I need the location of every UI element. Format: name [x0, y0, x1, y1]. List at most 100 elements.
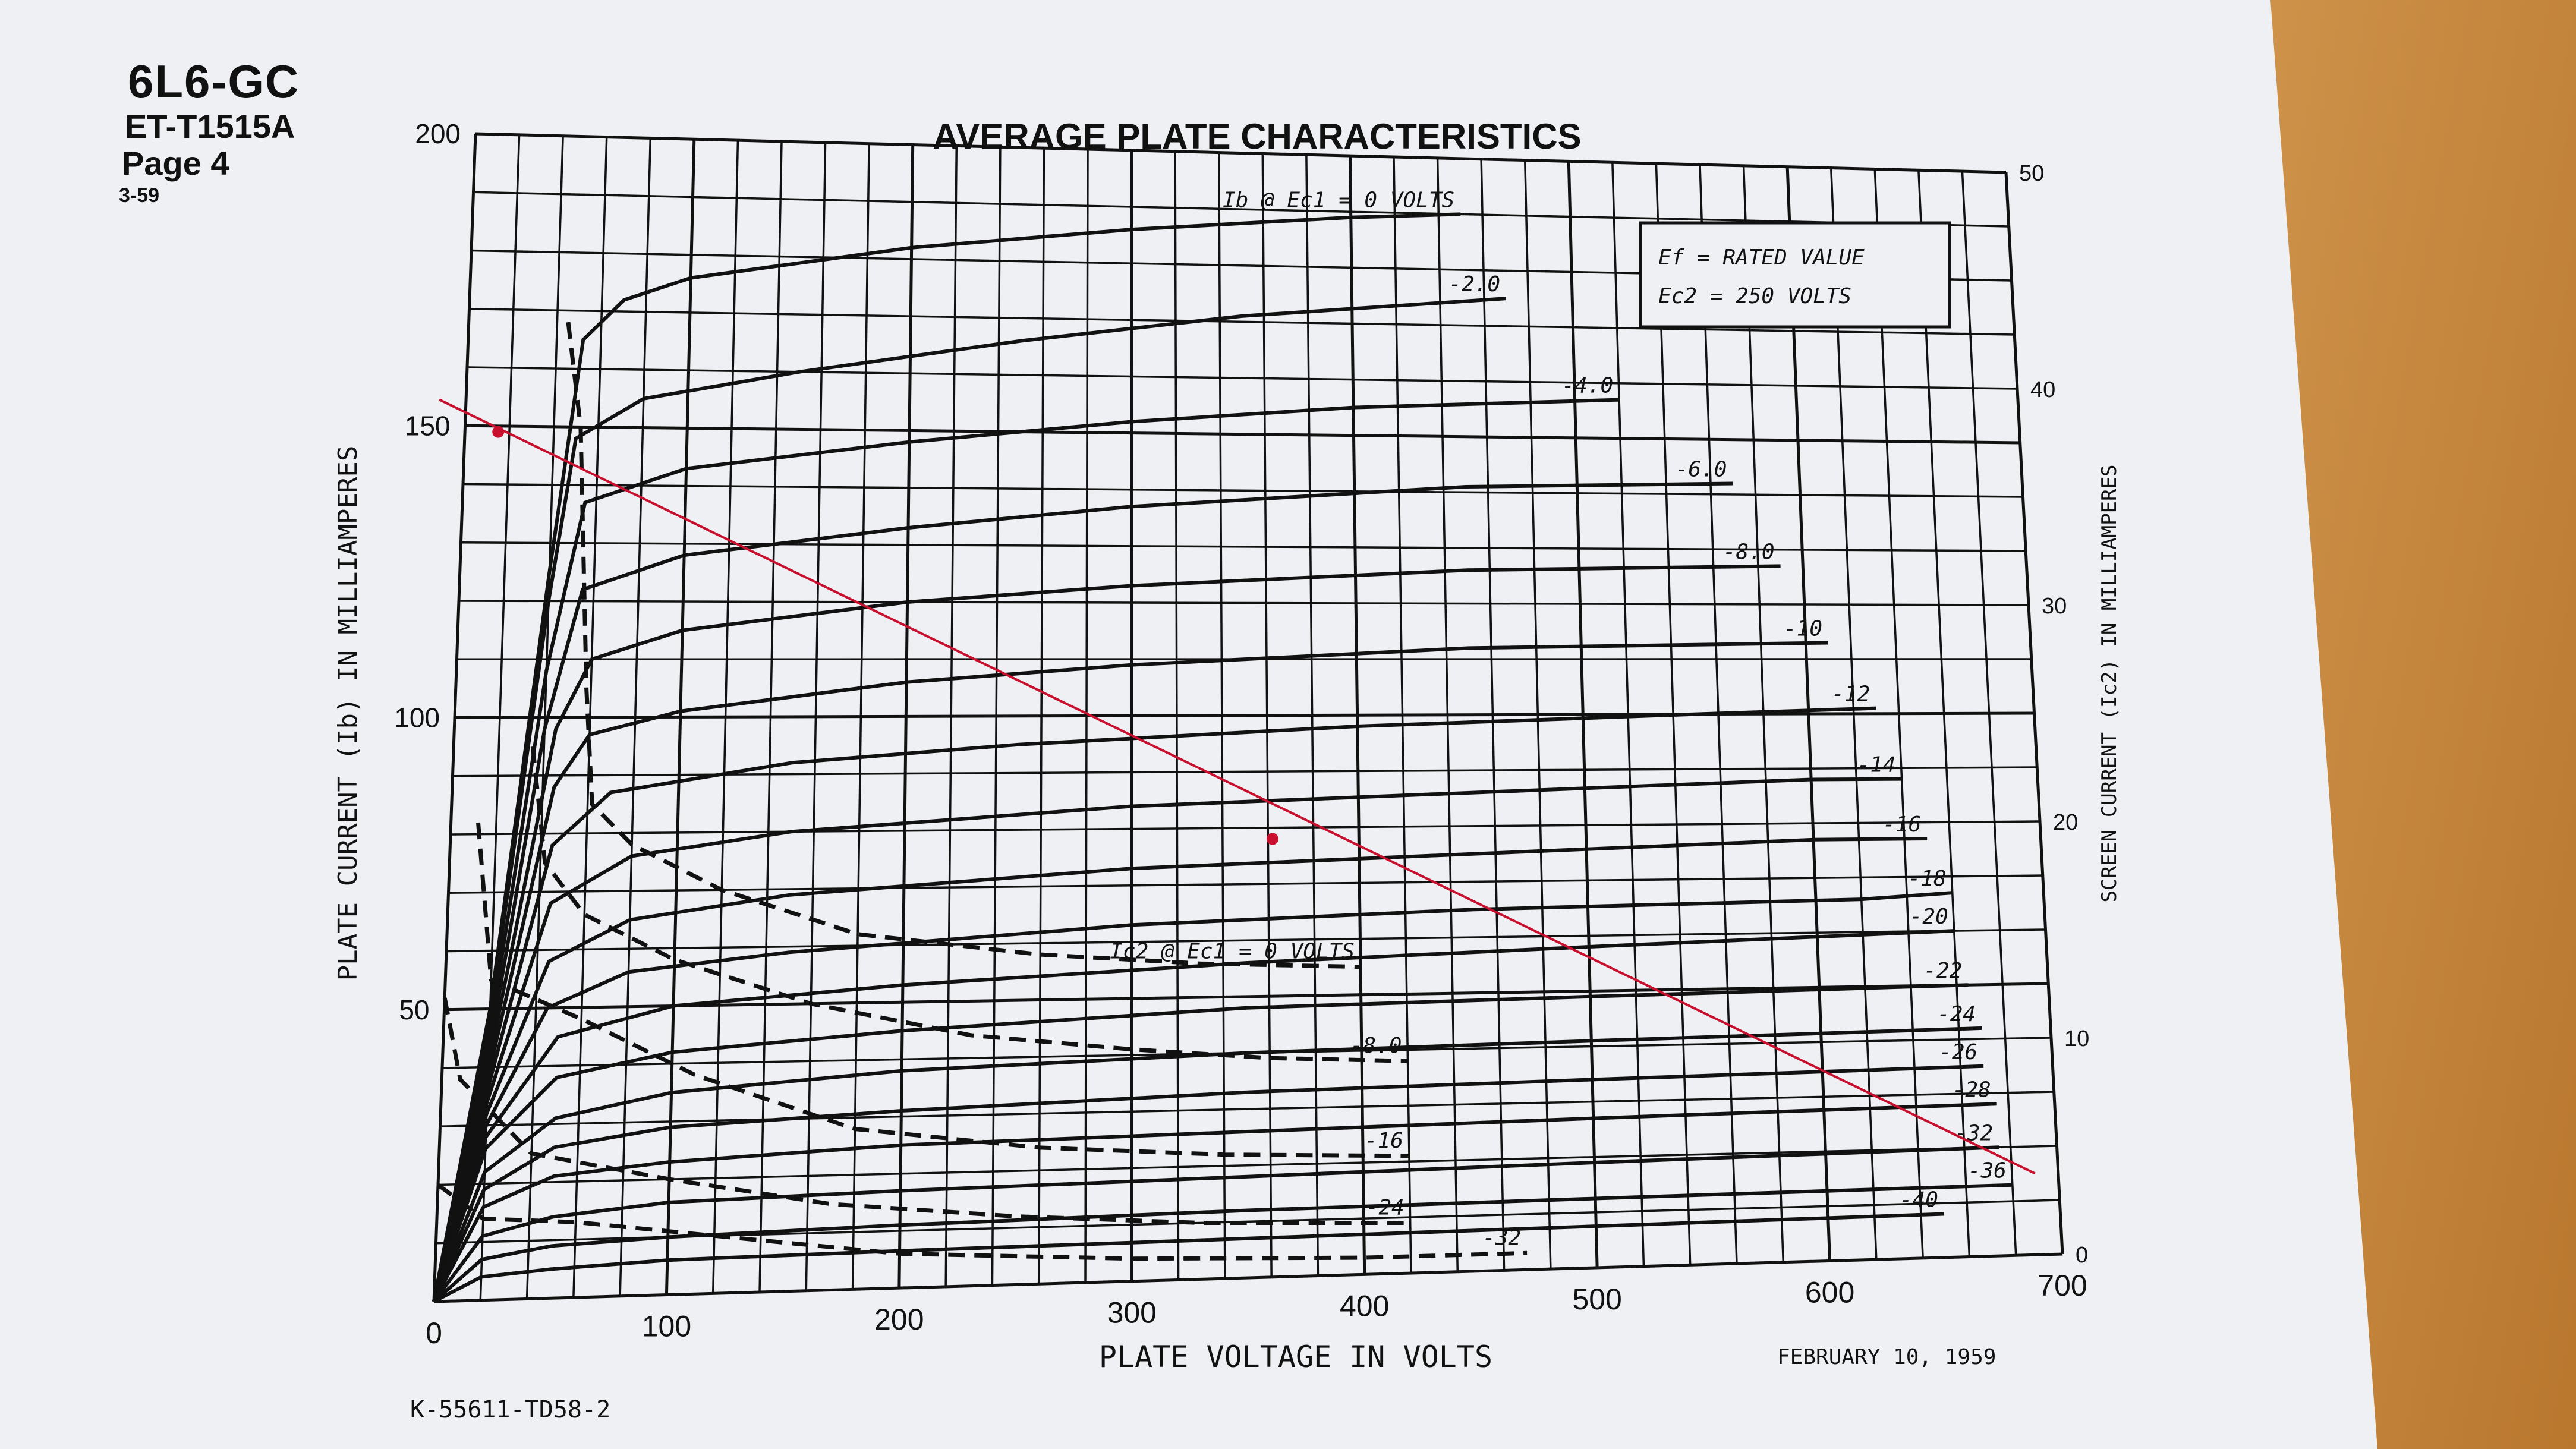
screen-curve	[436, 1183, 1528, 1261]
condition-ec2: Ec2 = 250 VOLTS	[1658, 284, 1851, 308]
load-line	[439, 398, 2036, 1175]
publication-date: FEBRUARY 10, 1959	[1777, 1345, 1996, 1369]
plate-curve	[432, 706, 1876, 1302]
revision-date: 3-59	[119, 184, 160, 207]
conditions-box	[1639, 221, 1951, 329]
curve-label: -36	[1968, 1159, 2007, 1183]
curve-label: -10	[1784, 616, 1822, 641]
y-axis-label: PLATE CURRENT (Ib) IN MILLIAMPERES	[333, 446, 363, 981]
grid-line-horizontal	[444, 982, 2049, 1012]
chart-title: AVERAGE PLATE CHARACTERISTICS	[933, 116, 1581, 156]
chart-text: AVERAGE PLATE CHARACTERISTICS PLATE VOLT…	[333, 116, 2121, 1423]
plate-curves: Ib @ Ec1 = 0 VOLTS -2.0 -4.0 -6.0 -8.0 -10 -12…	[432, 188, 2013, 1303]
curve-label: -14	[1857, 753, 1896, 777]
condition-ef: Ef = RATED VALUE	[1658, 245, 1865, 270]
curve-label: -16	[1882, 812, 1921, 837]
plate-curve	[432, 481, 1733, 1302]
x-tick-label: 200	[874, 1303, 924, 1336]
plate-curve	[432, 837, 1928, 1302]
plate-curve	[432, 641, 1829, 1302]
screen-curve	[566, 322, 1361, 969]
x-tick-label: 300	[1107, 1296, 1157, 1330]
grid-line-horizontal	[462, 483, 2023, 498]
screen-curve	[530, 746, 1408, 1063]
plate-curve	[432, 1064, 1984, 1303]
plate-curve	[433, 1212, 1945, 1303]
grid-line-horizontal	[461, 541, 2026, 552]
tube-model: 6L6-GC	[128, 55, 300, 108]
screen-curve-label: -8.0	[1350, 1034, 1402, 1058]
grid-line-horizontal	[467, 366, 2018, 390]
curve-label: -6.0	[1676, 458, 1727, 482]
grid-line-horizontal	[437, 1145, 2057, 1186]
y-tick-label: 200	[415, 118, 461, 149]
curve-label: -18	[1908, 867, 1947, 891]
curve-label: -22	[1923, 959, 1962, 983]
y2-tick-label: 50	[2019, 161, 2044, 186]
grid-line-horizontal	[475, 132, 2007, 174]
load-line-segment	[439, 398, 2036, 1175]
curve-label: -2.0	[1448, 272, 1500, 297]
plate-curve	[432, 1102, 1997, 1303]
grid-line-horizontal	[450, 820, 2040, 836]
operating-point-marker	[1266, 833, 1278, 845]
curve-label: -4.0	[1561, 374, 1613, 398]
drawing-number: K-55611-TD58-2	[410, 1396, 610, 1423]
screen-curve	[442, 997, 1410, 1225]
curve-label: -32	[1954, 1121, 1993, 1145]
x-axis-label: PLATE VOLTAGE IN VOLTS	[1099, 1340, 1492, 1374]
plate-curve	[433, 1183, 2013, 1303]
operating-point-marker	[492, 426, 505, 438]
y2-tick-label: 30	[2042, 594, 2067, 619]
x-tick-label: 500	[1572, 1283, 1621, 1316]
y2-tick-label: 0	[2076, 1243, 2088, 1268]
plate-curve	[432, 297, 1507, 1302]
y2-axis-label: SCREEN CURRENT (Ic2) IN MILLIAMPERES	[2098, 465, 2121, 903]
grid-line-horizontal	[454, 711, 2035, 719]
screen-curve-label: -24	[1366, 1195, 1404, 1220]
curve-label: -24	[1937, 1002, 1976, 1026]
plate-curve	[432, 1026, 1982, 1303]
grid-line-horizontal	[469, 308, 2015, 336]
curve-label: -8.0	[1723, 540, 1775, 564]
plate-curve	[432, 564, 1781, 1302]
curve-label: -12	[1831, 682, 1870, 707]
x-tick-label: 0	[426, 1316, 442, 1350]
grid-line-horizontal	[440, 1091, 2054, 1127]
screen-curve-label: -16	[1365, 1129, 1403, 1153]
curve-label: -26	[1939, 1040, 1977, 1064]
y-tick-label: 100	[394, 703, 440, 733]
grid-line-horizontal	[465, 424, 2020, 445]
plate-curve	[432, 398, 1620, 1302]
x-tick-label: 700	[2038, 1269, 2087, 1302]
y2-tick-label: 40	[2030, 377, 2055, 402]
plate-curve	[432, 212, 1461, 1302]
x-tick-label: 100	[642, 1310, 691, 1343]
grid-line-horizontal	[452, 766, 2038, 777]
datasheet-code: ET-T1515A	[125, 108, 295, 145]
y2-tick-label: 10	[2064, 1026, 2089, 1051]
curve-label: -20	[1910, 905, 1948, 929]
screen-curve-label: Ic2 @ Ec1 = 0 VOLTS	[1110, 940, 1355, 964]
plate-curve	[432, 929, 1954, 1302]
page-number: Page 4	[122, 144, 229, 182]
plate-curve	[432, 1145, 1999, 1303]
grid-line-horizontal	[448, 874, 2043, 894]
y-tick-label: 150	[405, 410, 451, 441]
y-tick-label: 50	[399, 994, 429, 1025]
curve-label: -40	[1900, 1188, 1938, 1212]
curve-label: -28	[1953, 1078, 1991, 1102]
screen-curves: Ic2 @ Ec1 = 0 VOLTS -8.0 -16 -24 -32	[436, 322, 1528, 1261]
curve-label: Ib @ Ec1 = 0 VOLTS	[1223, 188, 1454, 212]
x-tick-label: 600	[1805, 1275, 1854, 1309]
grid-line-horizontal	[433, 1252, 2063, 1303]
grid-line-horizontal	[473, 191, 2009, 228]
plate-curve	[432, 777, 1902, 1302]
y2-tick-label: 20	[2053, 810, 2078, 835]
x-tick-label: 400	[1340, 1289, 1389, 1322]
grid-line-horizontal	[458, 600, 2029, 606]
screen-curve	[476, 822, 1410, 1158]
grid-line-horizontal	[446, 928, 2046, 953]
